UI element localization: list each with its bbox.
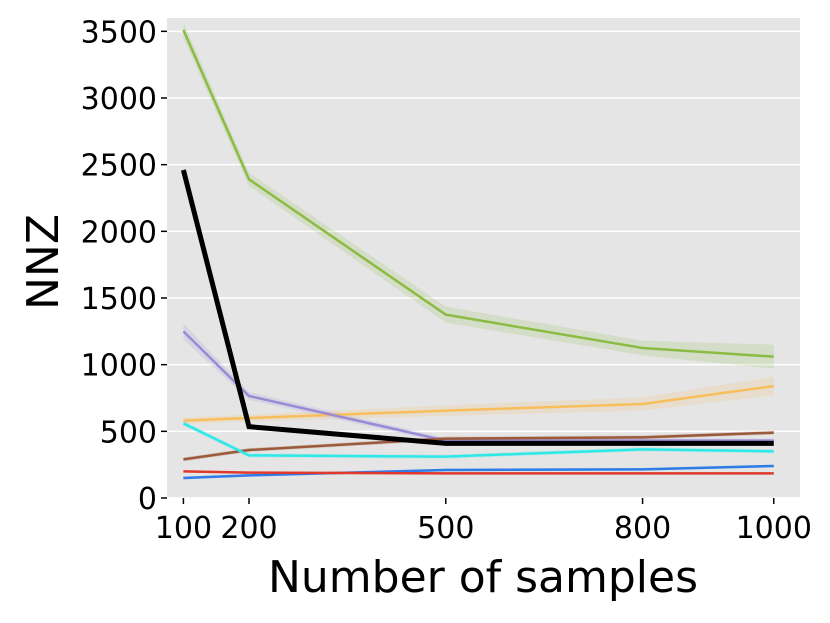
series-line — [180, 169, 774, 446]
series-line — [183, 431, 774, 461]
y-tick-label: 1500 — [81, 282, 157, 317]
x-axis: 100 200 500 800 1000 — [155, 498, 812, 546]
y-tick-label: 1000 — [81, 349, 157, 384]
y-axis: 0 500 1000 1500 2000 2500 3000 3500 — [81, 15, 167, 517]
series-line — [182, 29, 774, 358]
y-tick-label: 0 — [138, 482, 157, 517]
y-tick-label: 2000 — [81, 215, 157, 250]
x-tick-label: 800 — [614, 511, 671, 546]
series-line — [182, 330, 774, 442]
x-tick-label: 100 — [155, 511, 212, 546]
gridlines — [167, 30, 800, 499]
series-line — [183, 384, 774, 422]
series-lines — [180, 29, 774, 480]
y-tick-label: 3500 — [81, 15, 157, 50]
y-axis-title: NNZ — [18, 214, 69, 310]
x-tick-label: 200 — [220, 511, 277, 546]
series-line — [182, 422, 774, 458]
series-line — [183, 470, 774, 475]
y-tick-label: 3000 — [81, 82, 157, 117]
x-axis-title: Number of samples — [268, 552, 698, 603]
series-line — [183, 464, 774, 480]
x-tick-label: 500 — [417, 511, 474, 546]
series-band — [183, 376, 774, 424]
x-tick-label: 1000 — [736, 511, 812, 546]
y-tick-label: 500 — [100, 415, 157, 450]
y-tick-label: 2500 — [81, 149, 157, 184]
